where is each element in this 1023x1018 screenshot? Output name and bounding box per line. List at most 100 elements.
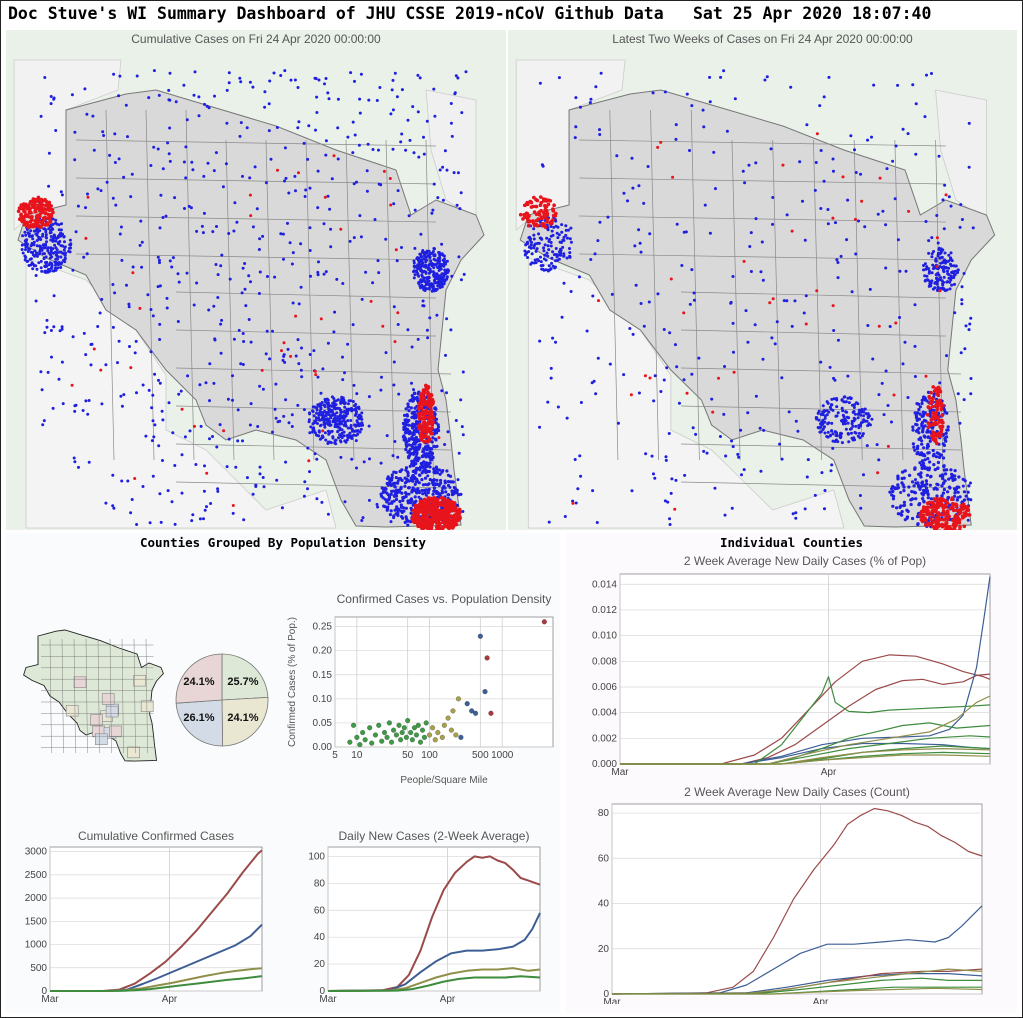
case-dot [913,478,918,482]
case-dot [393,508,397,512]
case-dot [820,471,824,475]
case-dot [278,419,282,423]
case-dot [870,135,874,139]
case-dot [366,142,370,146]
case-dot [40,388,44,392]
case-dot [427,267,431,271]
case-dot [262,485,266,489]
case-dot [25,221,30,225]
case-dot [731,445,735,449]
case-dot [208,362,212,366]
case-dot [930,255,934,259]
case-dot [294,189,297,193]
case-dot [918,473,922,477]
case-dot [168,159,172,163]
case-dot [297,302,301,306]
case-dot [47,215,52,219]
case-dot [631,332,635,336]
x-tick-label: 5 [332,750,338,761]
case-dot [405,440,409,444]
case-dot [856,402,860,406]
case-dot [392,305,396,309]
plot-area [49,846,263,992]
case-dot [153,372,157,376]
case-dot [924,505,928,510]
scatter-point [430,725,436,731]
case-dot [336,97,340,101]
y-tick-label: 80 [598,808,610,819]
case-dot [924,267,928,271]
death-dot [193,424,196,428]
case-dot [311,405,315,409]
case-dot [323,425,327,429]
case-dot [434,421,438,425]
case-dot [147,388,151,392]
case-dot [212,381,216,385]
case-dot [157,378,160,382]
case-dot [71,335,75,339]
case-dot [419,522,423,526]
case-dot [323,82,326,86]
case-dot [847,401,851,405]
case-dot [638,241,642,245]
case-dot [352,182,356,186]
case-dot [742,468,746,472]
series-line [327,975,541,992]
case-dot [255,207,259,211]
case-dot [269,157,273,161]
case-dot [857,408,861,412]
case-dot [430,499,434,503]
case-dot [151,393,155,397]
chart-title: 2 Week Average New Daily Cases (Count) [684,785,910,799]
case-dot [45,240,48,244]
case-dot [360,421,364,425]
case-dot [411,473,415,478]
case-dot [942,408,946,412]
case-dot [578,105,583,109]
case-dot [438,256,442,260]
plot-area [619,573,991,765]
case-dot [43,264,47,268]
case-dot [150,406,154,410]
case-dot [828,365,832,369]
case-dot [284,398,288,402]
case-dot [258,384,262,388]
case-dot [308,411,311,415]
case-dot [453,508,458,513]
case-dot [330,408,334,412]
death-dot [790,229,794,233]
scatter-point [419,727,426,733]
case-dot [912,445,916,449]
case-dot [596,356,600,360]
scatter-point [409,737,415,743]
case-dot [389,482,393,486]
case-dot [822,507,827,511]
scatter-point [386,720,392,726]
case-dot [82,331,86,335]
case-dot [407,492,411,496]
case-dot [355,466,358,470]
pie-slice [221,653,269,701]
case-dot [361,516,365,520]
case-dot [130,172,134,176]
case-dot [826,422,830,426]
case-dot [404,447,408,452]
pie-slice [221,696,269,747]
case-dot [428,398,432,402]
case-dot [851,410,855,414]
case-dot [442,260,446,264]
case-dot [385,434,389,438]
case-dot [905,508,909,512]
case-dot [170,265,174,269]
case-dot [423,415,428,420]
case-dot [462,272,466,276]
case-dot [27,232,31,236]
case-dot [63,253,67,257]
death-dot [319,317,323,321]
case-dot [422,152,426,156]
case-dot [534,249,538,253]
case-dot [785,299,789,303]
case-dot [171,256,175,260]
case-dot [916,444,920,448]
case-dot [914,497,918,501]
